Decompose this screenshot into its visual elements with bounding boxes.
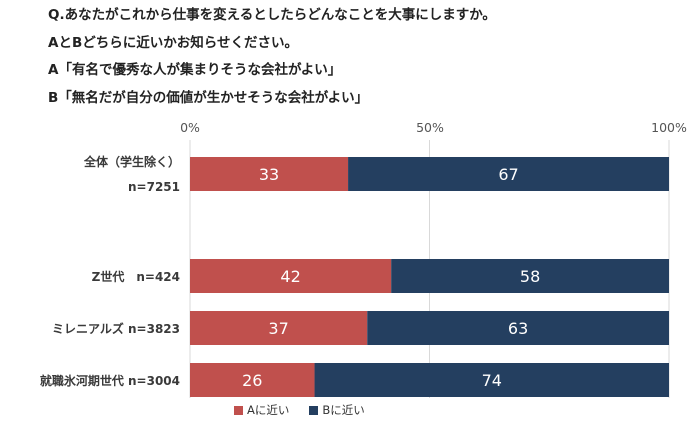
bar-a-3 — [190, 363, 315, 397]
question-line-2: AとBどちらに近いかお知らせください。 — [48, 34, 298, 51]
bar-b-2 — [367, 311, 669, 345]
legend-item-a: Aに近い — [234, 402, 289, 418]
bar-b-3 — [314, 363, 669, 397]
legend-label-a: Aに近い — [247, 403, 290, 417]
legend-swatch-a — [234, 405, 243, 415]
bar-label-a-3: 26 — [242, 371, 262, 390]
bar-label-b-1: 58 — [520, 267, 540, 286]
category-label-total-line2: n=7251 — [128, 180, 180, 194]
question-line-1: Q.あなたがこれから仕事を変えるとしたらどんなことを大事にしますか。 — [48, 7, 496, 23]
question-line-3: A「有名で優秀な人が集まりそうな会社がよい」 — [48, 62, 342, 78]
bar-label-a-0: 33 — [259, 165, 279, 184]
question-line-4: B「無名だが自分の価値が生かせそうな会社がよい」 — [48, 89, 369, 106]
legend-swatch-b — [309, 405, 319, 415]
bar-a-2 — [190, 311, 368, 345]
bar-label-b-2: 63 — [508, 319, 528, 338]
x-tick-50: 50% — [416, 120, 444, 135]
x-tick-100: 100% — [651, 120, 687, 135]
bar-b-1 — [391, 259, 669, 293]
question-block: Q.あなたがこれから仕事を変えるとしたらどんなことを大事にしますか。 AとBどち… — [48, 2, 688, 112]
category-label-total: 全体（学生除く） n=7251 — [84, 150, 180, 200]
bar-a-1 — [190, 259, 392, 293]
legend-item-b: Bに近い — [309, 402, 365, 418]
bar-b-0 — [348, 157, 669, 191]
bar-label-a-2: 37 — [268, 319, 288, 338]
legend: Aに近い Bに近い — [234, 402, 365, 418]
bar-a-0 — [190, 157, 349, 191]
bar-label-b-3: 74 — [482, 371, 502, 390]
bar-label-a-1: 42 — [280, 267, 300, 286]
x-tick-0: 0% — [180, 120, 200, 135]
bar-label-b-0: 67 — [498, 165, 518, 184]
category-label-total-line1: 全体（学生除く） — [83, 155, 180, 169]
category-label-millennials: ミレニアルズ n=3823 — [51, 322, 180, 336]
legend-label-b: Bに近い — [322, 403, 365, 417]
category-label-genz: Z世代 n=424 — [91, 270, 180, 284]
category-label-ice-age: 就職氷河期世代 n=3004 — [39, 374, 180, 388]
